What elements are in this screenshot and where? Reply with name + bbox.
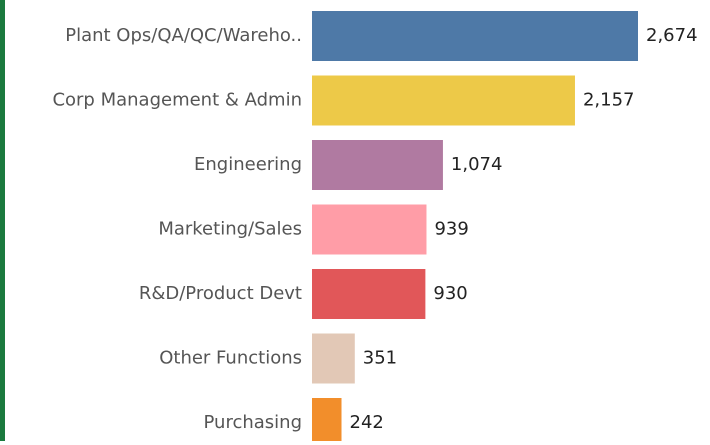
value-label: 2,157 — [583, 90, 635, 111]
value-label: 930 — [433, 283, 467, 304]
category-label: Purchasing — [204, 412, 303, 433]
bar — [312, 140, 443, 190]
category-label: Plant Ops/QA/QC/Wareho.. — [65, 25, 302, 46]
category-label: Other Functions — [159, 348, 302, 369]
bar — [312, 11, 638, 61]
category-label: Marketing/Sales — [158, 219, 302, 240]
bar — [312, 269, 426, 319]
category-label: R&D/Product Devt — [139, 283, 302, 304]
value-label: 2,674 — [646, 25, 698, 46]
side-strip — [0, 0, 5, 441]
bar — [312, 204, 427, 255]
bar — [312, 333, 355, 384]
category-label: Corp Management & Admin — [52, 90, 302, 111]
bar — [312, 75, 575, 126]
value-label: 939 — [434, 219, 468, 240]
value-label: 1,074 — [451, 154, 503, 175]
value-label: 351 — [363, 348, 397, 369]
value-label: 242 — [350, 412, 384, 433]
bar — [312, 398, 342, 445]
category-label: Engineering — [194, 154, 302, 175]
